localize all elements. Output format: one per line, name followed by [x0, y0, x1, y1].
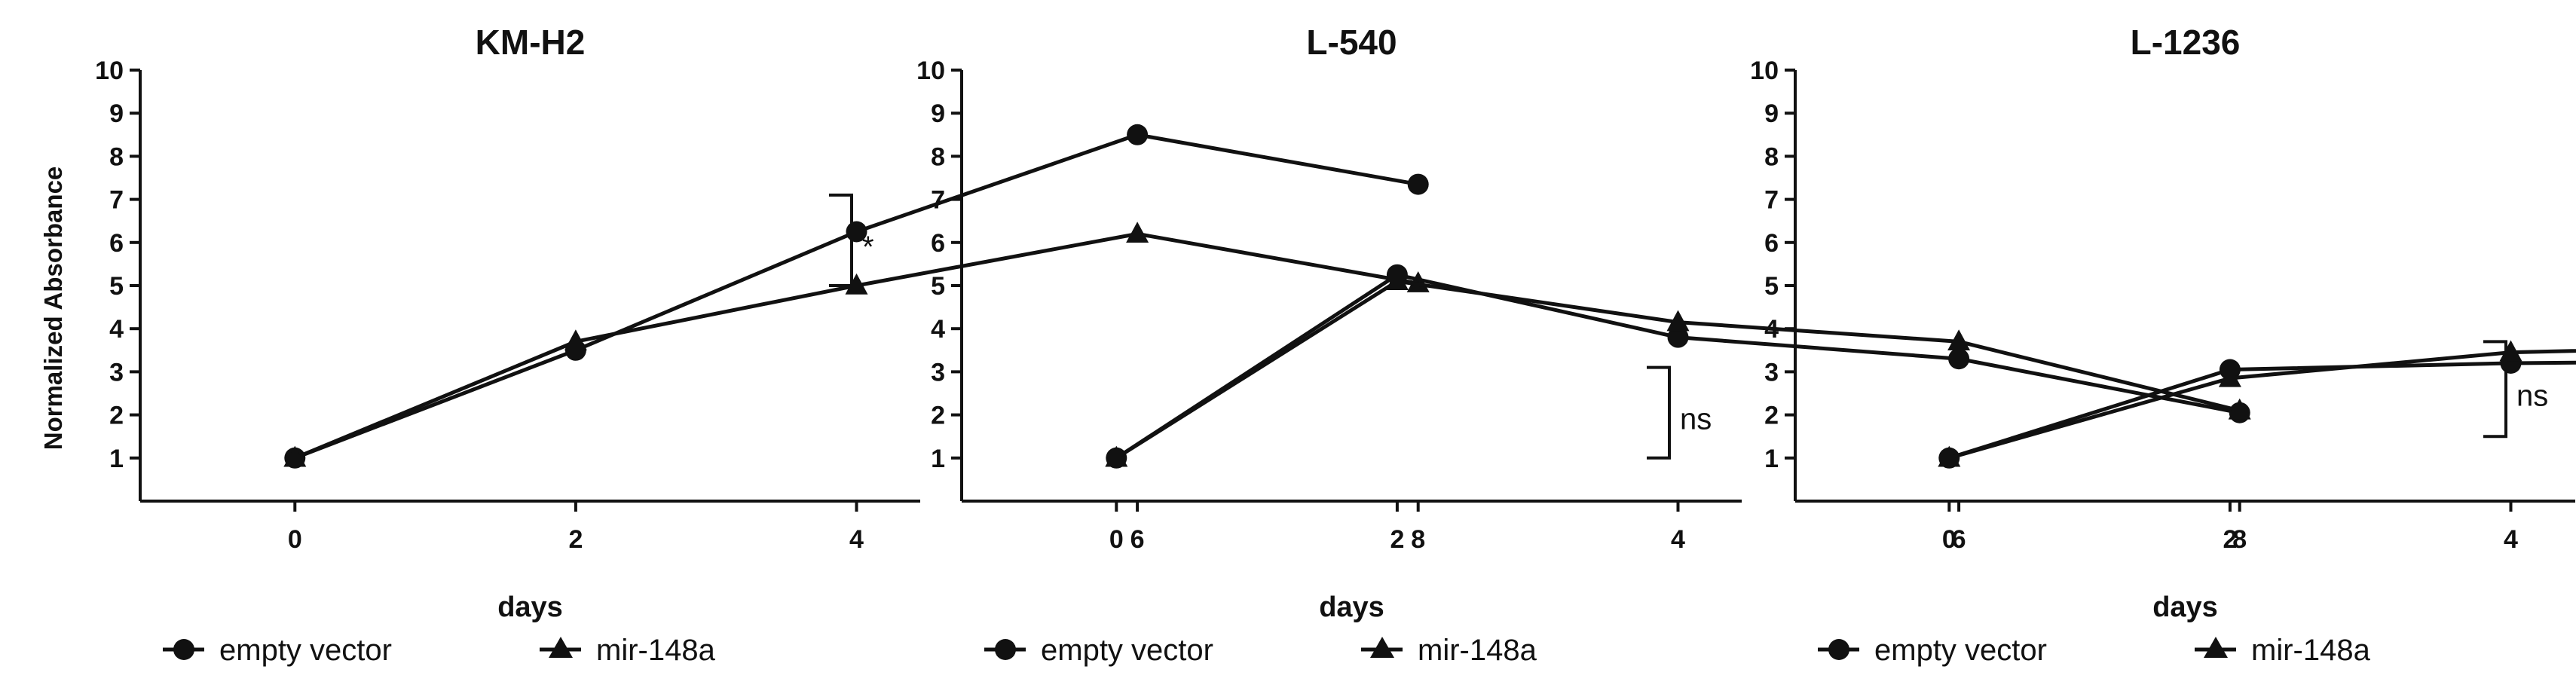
legend-label-empty-vector: empty vector	[1874, 634, 2047, 667]
data-point-triangle	[2218, 365, 2241, 387]
x-tick-label: 2	[568, 525, 583, 554]
y-tick-label: 2	[1764, 402, 1779, 430]
x-axis-label: days	[1319, 592, 1384, 623]
x-tick-label: 8	[1411, 525, 1425, 554]
x-tick-label: 8	[2232, 525, 2247, 554]
x-tick-label: 2	[1390, 525, 1404, 554]
y-tick-label: 2	[931, 402, 945, 430]
y-tick-label: 5	[931, 272, 945, 301]
data-point-triangle	[1938, 445, 1961, 467]
y-tick-label: 9	[1764, 99, 1779, 128]
x-tick-label: 6	[1130, 525, 1145, 554]
significance-label: ns	[1680, 403, 1712, 436]
x-axis-label: days	[497, 592, 563, 623]
series-line-empty-vector	[1115, 273, 2241, 460]
data-point-triangle	[1126, 222, 1149, 243]
y-tick-label: 2	[109, 402, 124, 430]
y-axis-label: Normalized Absorbance	[39, 167, 67, 451]
series-line-empty-vector	[294, 133, 1419, 460]
y-tick-label: 3	[931, 358, 945, 387]
y-tick-label: 10	[95, 57, 124, 85]
series-line-mir-148a	[294, 231, 1419, 460]
x-tick-label: 0	[1942, 525, 1956, 554]
y-tick-label: 4	[1764, 315, 1779, 344]
significance-bracket	[2483, 340, 2507, 439]
x-tick-label: 4	[1671, 525, 1685, 554]
data-point-circle	[1407, 173, 1429, 195]
x-tick-label: 4	[849, 525, 864, 554]
legend-marker-triangle	[549, 637, 573, 658]
x-tick-label: 4	[2504, 525, 2518, 554]
y-tick-label: 5	[109, 272, 124, 301]
data-point-triangle	[1105, 445, 1128, 467]
data-point-circle	[1127, 124, 1149, 145]
legend-marker-circle	[1828, 639, 1849, 660]
chart-title: L-1236	[2131, 23, 2241, 62]
legend-label-mir-148a: mir-148a	[1418, 634, 1537, 667]
x-tick-label: 2	[2223, 525, 2237, 554]
y-tick-label: 8	[931, 142, 945, 171]
x-tick-label: 0	[288, 525, 302, 554]
significance-bracket	[829, 193, 853, 287]
y-tick-label: 6	[109, 229, 124, 258]
chart-title: L-540	[1306, 23, 1397, 62]
legend: empty vector mir-148a	[163, 634, 716, 667]
legend-marker-circle	[173, 639, 194, 660]
legend: empty vector mir-148a	[1818, 634, 2371, 667]
y-tick-label: 6	[931, 229, 945, 258]
x-tick-label: 6	[1952, 525, 1966, 554]
y-tick-label: 1	[931, 445, 945, 473]
y-tick-label: 8	[1764, 142, 1779, 171]
y-tick-label: 3	[109, 358, 124, 387]
legend-label-empty-vector: empty vector	[1041, 634, 1213, 667]
y-tick-label: 8	[109, 142, 124, 171]
chart-title: KM-H2	[476, 23, 586, 62]
significance-label: *	[862, 231, 874, 264]
y-tick-label: 4	[931, 315, 945, 344]
y-tick-label: 7	[931, 186, 945, 215]
y-tick-label: 5	[1764, 272, 1779, 301]
data-point-circle	[1948, 348, 1970, 370]
legend: empty vector mir-148a	[984, 634, 1537, 667]
y-tick-label: 4	[109, 315, 124, 344]
y-tick-label: 3	[1764, 358, 1779, 387]
legend-label-mir-148a: mir-148a	[596, 634, 716, 667]
y-tick-label: 7	[109, 186, 124, 215]
y-tick-label: 1	[109, 445, 124, 473]
data-point-triangle	[1947, 329, 1971, 351]
y-tick-label: 7	[1764, 186, 1779, 215]
y-tick-label: 9	[931, 99, 945, 128]
y-tick-label: 1	[1764, 445, 1779, 473]
chart-panel-l-1236: L-1236 1 2 3 4 5 6 7 8 9 10 0 2 4 6 8 days ns empty vector…	[1750, 23, 2576, 667]
data-point-triangle	[564, 329, 587, 351]
x-axis-label: days	[2152, 592, 2218, 623]
legend-label-mir-148a: mir-148a	[2251, 634, 2371, 667]
y-tick-label: 9	[109, 99, 124, 128]
significance-label: ns	[2516, 379, 2548, 412]
y-tick-label: 6	[1764, 229, 1779, 258]
legend-marker-circle	[995, 639, 1016, 660]
x-tick-label: 0	[1109, 525, 1124, 554]
series-line-mir-148a	[1115, 279, 2241, 460]
data-point-circle	[1667, 326, 1689, 348]
significance-bracket	[1647, 365, 1671, 460]
data-point-triangle	[2228, 398, 2251, 420]
data-point-triangle	[1666, 310, 1690, 332]
legend-label-empty-vector: empty vector	[219, 634, 392, 667]
y-tick-label: 10	[916, 57, 945, 85]
data-point-triangle	[283, 445, 307, 467]
legend-marker-triangle	[2204, 637, 2228, 658]
y-tick-label: 10	[1750, 57, 1779, 85]
data-point-triangle	[845, 273, 868, 295]
data-point-triangle	[1385, 269, 1409, 290]
legend-marker-triangle	[1370, 637, 1394, 658]
